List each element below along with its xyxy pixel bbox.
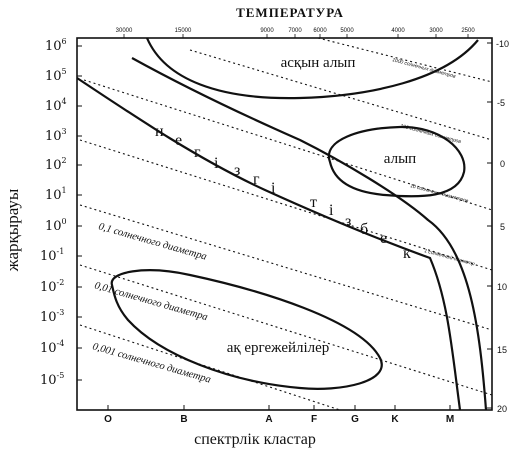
- luminosity-tick-label: 105: [45, 67, 67, 84]
- temperature-tick-label: 5000: [340, 28, 354, 34]
- diameter-label-001: 0,01 солнечного диаметра: [93, 280, 209, 323]
- main-sequence-letter: е: [175, 132, 182, 149]
- diameter-line-10: [83, 79, 493, 211]
- diameter-line-1: [79, 139, 493, 271]
- temperature-axis: 30000 15000 9000 7000 6000 5000 4000 300…: [116, 28, 475, 38]
- spectral-class-label: M: [446, 414, 454, 425]
- temperature-tick-label: 15000: [175, 28, 192, 34]
- temperature-tick-label: 4000: [391, 28, 405, 34]
- main-sequence-letter: н: [155, 123, 164, 140]
- luminosity-tick-label: 10-4: [40, 339, 64, 356]
- y-axis-label: жарқырауы: [3, 188, 22, 272]
- temperature-tick-label: 9000: [260, 28, 274, 34]
- magnitude-tick-label: 15: [497, 345, 507, 355]
- plot-frame: [76, 37, 493, 411]
- giants-label: алып: [384, 151, 416, 167]
- spectral-class-axis: O B A F G K M: [104, 405, 454, 425]
- diameter-lines: [79, 37, 493, 411]
- giants-region: [327, 125, 466, 198]
- x-axis-label: спектрлік кластар: [194, 431, 316, 448]
- magnitude-tick-label: 0: [500, 159, 505, 169]
- diameter-line-001: [79, 264, 493, 396]
- luminosity-tick-label: 101: [45, 186, 67, 203]
- temperature-tick-label: 3000: [429, 28, 443, 34]
- supergiants-label: асқын алып: [281, 55, 356, 71]
- diagram-title: ТЕМПЕРАТУРА: [236, 5, 344, 20]
- temperature-tick-label: 2500: [461, 28, 475, 34]
- spectral-class-label: F: [311, 414, 317, 425]
- magnitude-tick-label: 20: [497, 404, 507, 414]
- main-sequence-letter: е: [380, 230, 387, 247]
- diameter-label-1: 1 солнечный диаметр: [423, 247, 475, 267]
- luminosity-tick-label: 106: [45, 37, 67, 54]
- supergiants-region: [145, 37, 479, 100]
- spectral-class-label: A: [265, 414, 272, 425]
- spectral-class-label: O: [104, 414, 112, 425]
- magnitude-tick-label: 5: [500, 222, 505, 232]
- spectral-class-label: G: [351, 414, 359, 425]
- diameter-line-01: [79, 204, 493, 331]
- main-sequence-letter: к: [403, 245, 411, 262]
- main-sequence-letter: і: [329, 202, 334, 219]
- luminosity-tick-label: 10-2: [40, 278, 64, 295]
- spectral-class-label: K: [391, 414, 399, 425]
- spectral-class-label: B: [180, 414, 187, 425]
- main-sequence-letter: і: [271, 180, 276, 197]
- white-dwarfs-label: ақ ергежейлілер: [227, 340, 330, 356]
- temperature-tick-label: 6000: [313, 28, 327, 34]
- main-sequence-letter: з: [234, 162, 240, 179]
- white-dwarfs-region: [110, 269, 383, 390]
- magnitude-axis: -10 -5 0 5 10 15 20: [487, 39, 509, 414]
- main-sequence-band: [76, 77, 462, 411]
- main-sequence-label: н е г і з г і т і з б е к: [155, 123, 411, 262]
- temperature-tick-label: 30000: [116, 28, 133, 34]
- luminosity-axis: 106 105 104 103 102 101 100 10-1 10-2 10…: [40, 37, 82, 388]
- magnitude-tick-label: -5: [497, 98, 505, 108]
- main-sequence-letter: г: [194, 144, 201, 161]
- luminosity-tick-label: 10-1: [40, 247, 64, 264]
- main-sequence-letter: б: [360, 221, 368, 238]
- luminosity-tick-label: 103: [45, 127, 67, 144]
- luminosity-tick-label: 102: [45, 156, 67, 173]
- main-sequence-letter: з: [345, 213, 351, 230]
- luminosity-tick-label: 10-5: [40, 371, 64, 388]
- magnitude-tick-label: -10: [496, 39, 509, 49]
- main-sequence-letter: і: [214, 155, 219, 172]
- main-sequence-letter: т: [310, 194, 317, 211]
- main-sequence-band-lower: [131, 57, 488, 411]
- magnitude-tick-label: 10: [497, 282, 507, 292]
- temperature-tick-label: 7000: [288, 28, 302, 34]
- diameter-line-0001: [79, 324, 341, 411]
- luminosity-tick-label: 100: [45, 217, 67, 234]
- main-sequence-letter: г: [253, 171, 260, 188]
- luminosity-tick-label: 104: [45, 97, 67, 114]
- luminosity-tick-label: 10-3: [40, 308, 64, 325]
